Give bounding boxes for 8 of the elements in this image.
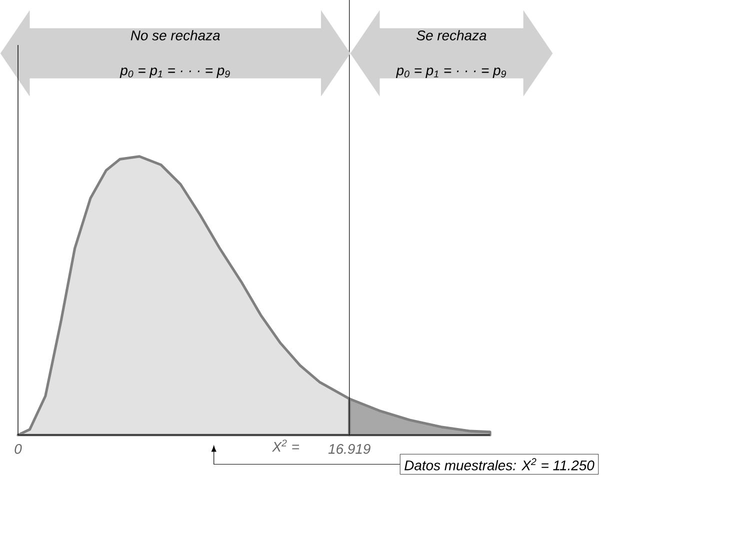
- text: p$_{0}$ = p$_{1}$ = · · · = p$_{9}$: [120, 68, 230, 78]
- text: Datos muestrales: X$^{2}$ = 11.250: [404, 458, 594, 470]
- x-tick-label: 16.919: [328, 444, 370, 454]
- x-tick-label: 0: [14, 444, 22, 454]
- text: No se rechaza: [130, 30, 220, 40]
- text: p$_{0}$ = p$_{1}$ = · · · = p$_{9}$: [396, 68, 506, 78]
- text: Se rechaza: [416, 30, 486, 40]
- text: X$^{2}$ =: [272, 440, 299, 452]
